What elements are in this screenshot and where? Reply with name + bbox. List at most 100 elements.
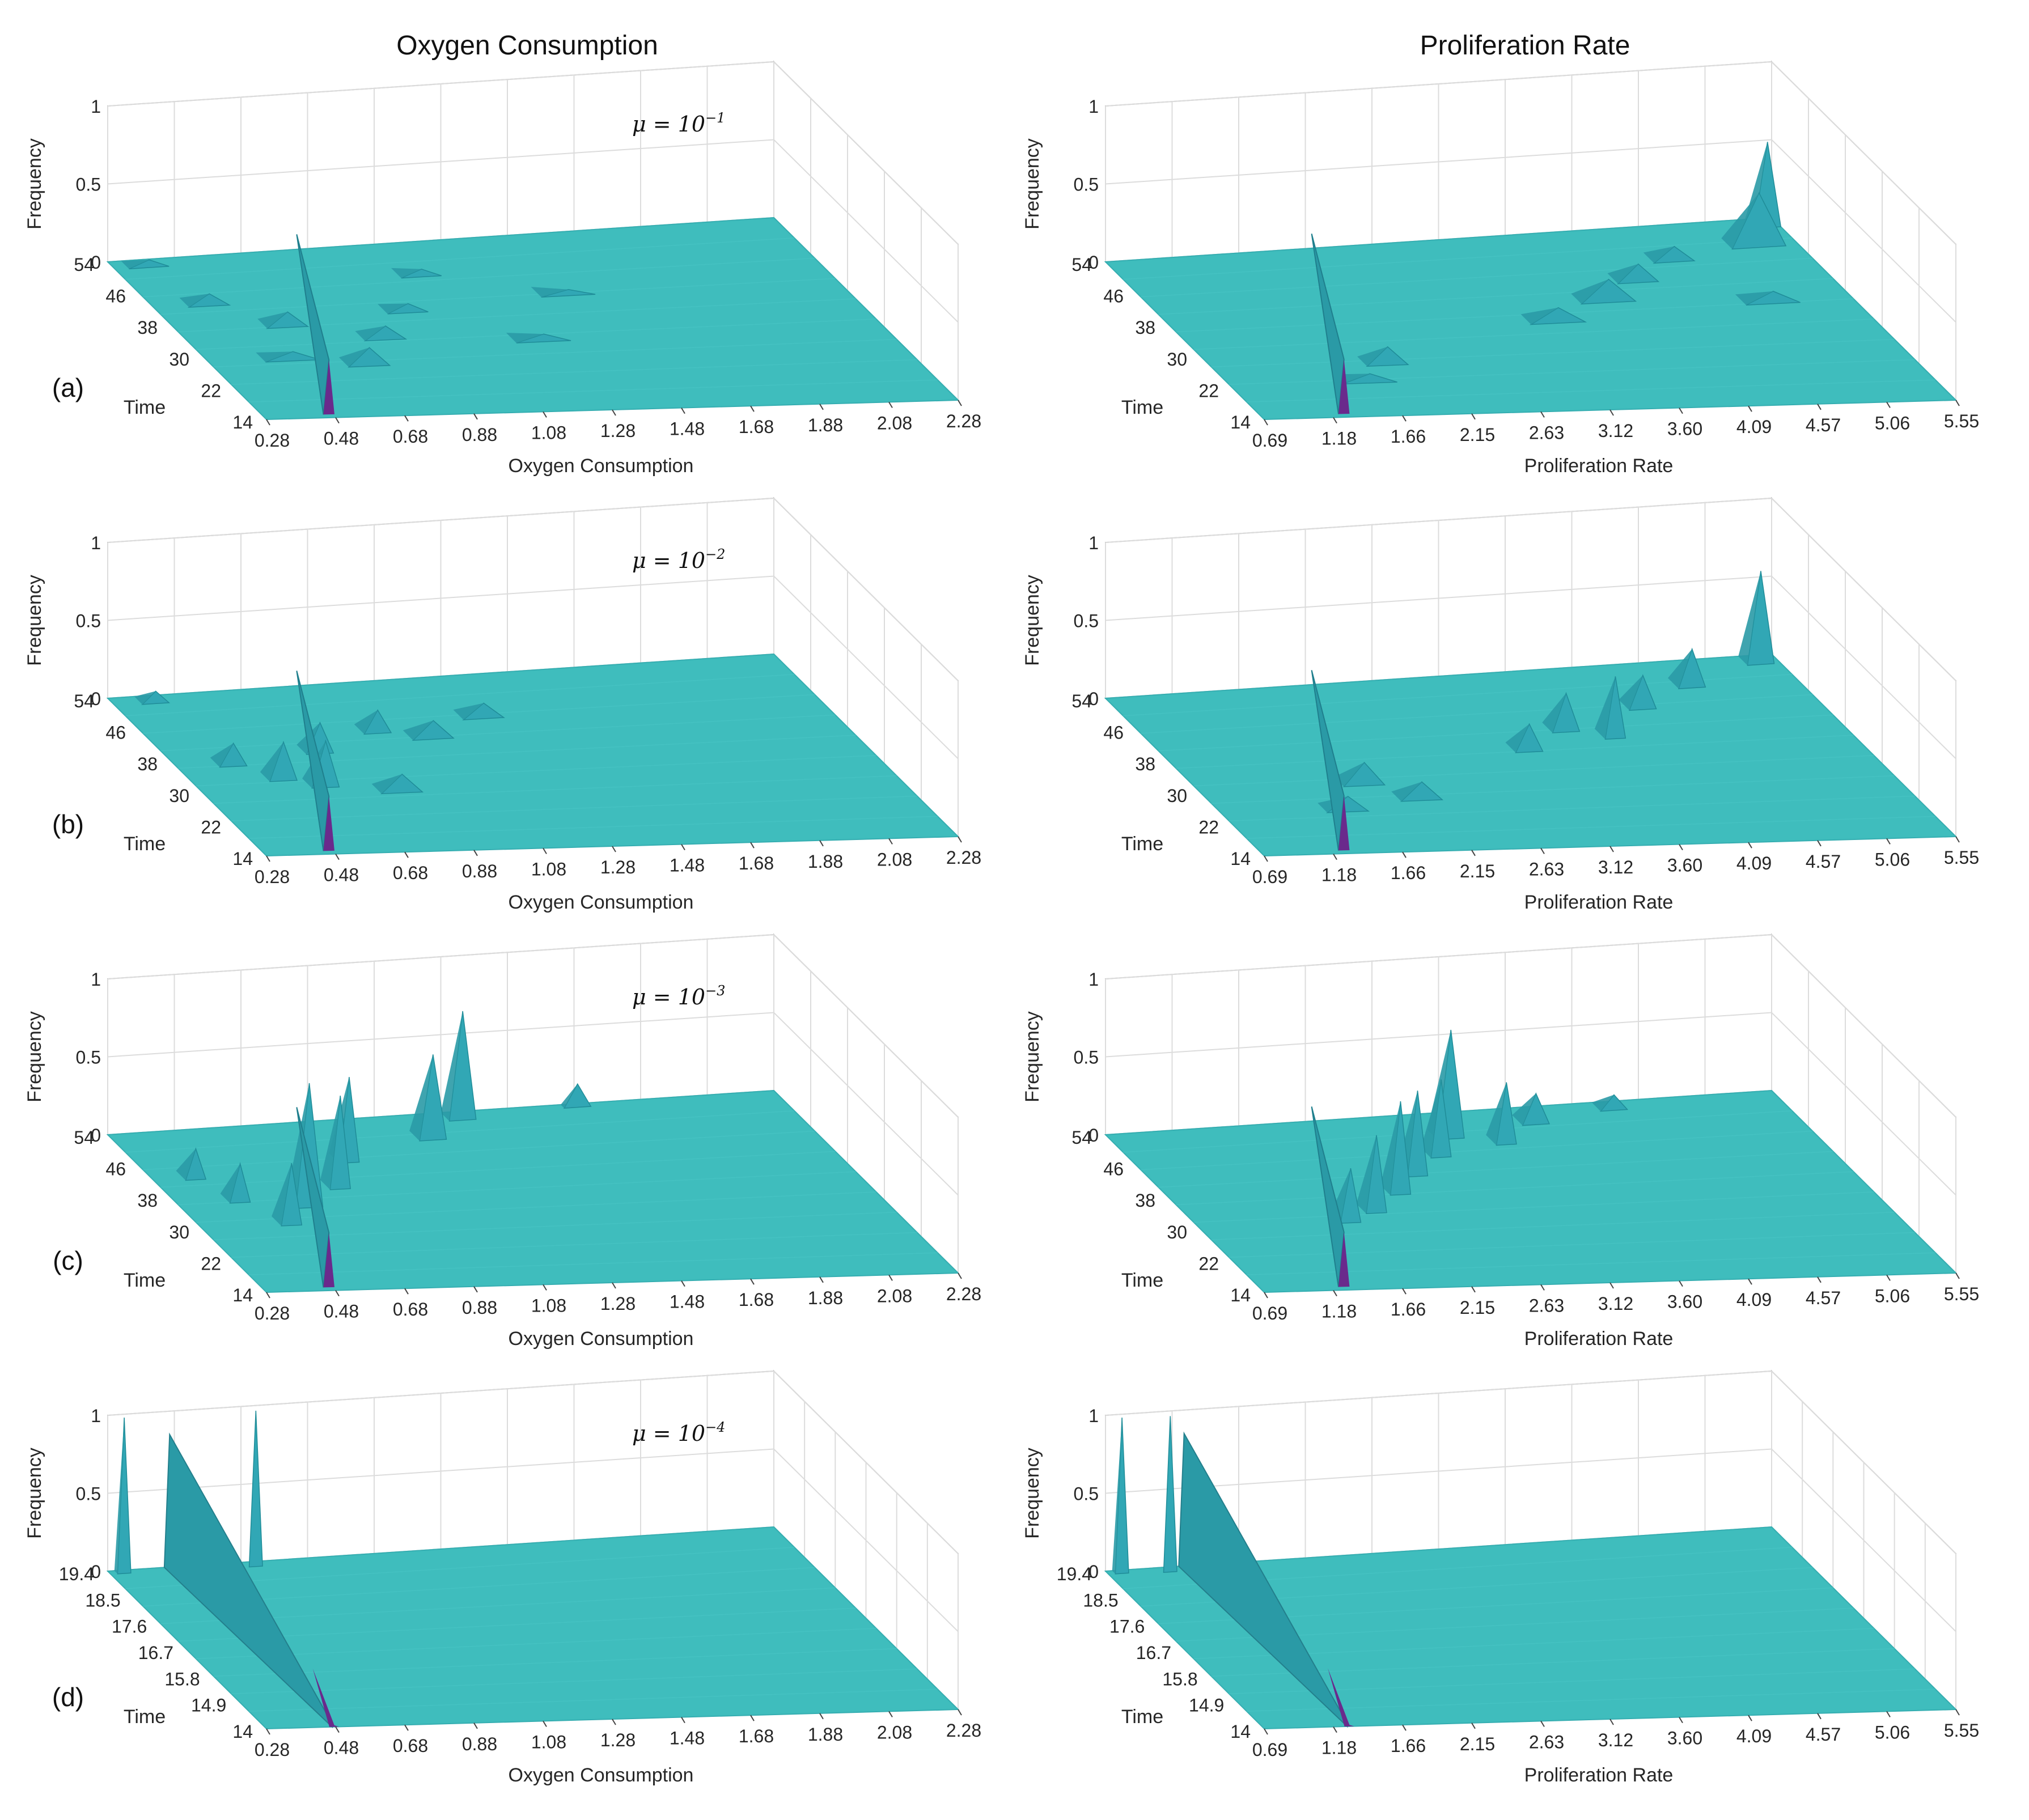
surface-peak [354, 710, 378, 735]
surface-peak [440, 1011, 463, 1121]
x-tick [335, 1290, 340, 1297]
surface-ridge [1158, 1151, 1833, 1188]
x-tick-label: 0.69 [1252, 430, 1287, 451]
surface-peak [1390, 1101, 1412, 1196]
x-tick-label: 3.60 [1667, 1292, 1702, 1312]
z-tick-label: 1 [91, 533, 101, 553]
surface-peak [1515, 723, 1544, 753]
surface-peak [1735, 291, 1773, 306]
surface-ridge [1123, 237, 1793, 280]
x-tick [1886, 838, 1891, 845]
x-tick [543, 847, 547, 854]
x-tick-label: 1.68 [739, 1726, 774, 1746]
z-tick-label: 1 [1088, 533, 1099, 553]
x-tick [1609, 1719, 1614, 1725]
y-tick-label: 38 [1135, 317, 1155, 338]
x-tick [681, 1717, 685, 1724]
y-tick-label: 54 [74, 1127, 94, 1148]
surface-peak [1505, 724, 1530, 753]
y-axis-label: Time [1121, 397, 1163, 418]
z-tick-label: 1 [1088, 969, 1099, 990]
mu-base: μ = 10 [632, 112, 705, 137]
surface-peak [1678, 647, 1706, 689]
surface-ridge [1229, 1668, 1915, 1694]
surface-peak [1334, 762, 1365, 787]
surface-ridge [1193, 319, 1874, 350]
surface-ridge [1158, 714, 1833, 752]
x-tick [404, 851, 409, 858]
y-tick-label: 14.9 [191, 1695, 226, 1716]
y-tick-label: 22 [1198, 1253, 1219, 1274]
surface-peak [409, 1054, 433, 1141]
x-tick [1609, 846, 1614, 852]
surface-peak [272, 1163, 292, 1226]
x-tick-label: 1.88 [808, 415, 843, 435]
y-tick-label: 38 [1135, 1190, 1155, 1211]
y-tick-label: 14 [1230, 849, 1251, 869]
initial-spike-face [1338, 1232, 1350, 1287]
grid-line [1105, 1012, 1956, 1196]
surface-peak [1342, 373, 1397, 385]
x-tick-label: 0.88 [462, 1297, 497, 1318]
z-tick-label: 0.5 [76, 175, 101, 195]
axis-ticks: 0.28 0.48 0.68 0.88 1.08 1.28 1.48 1.68 1.88 2.08… [59, 1406, 981, 1760]
surface-peak [134, 691, 156, 705]
x-tick [1817, 1276, 1822, 1283]
x-tick [335, 417, 340, 424]
y-tick-label: 18.5 [85, 1590, 120, 1610]
initial-spike-back [248, 1410, 263, 1568]
surface-ridge [1158, 278, 1833, 315]
x-tick-label: 0.28 [255, 867, 290, 887]
mu-annotation: μ = 10−4 [632, 1419, 725, 1446]
grid-line [107, 1012, 959, 1196]
x-tick-label: 1.88 [808, 1724, 843, 1745]
surface-peak [1591, 1094, 1614, 1111]
y-tick-label: 14 [232, 1721, 253, 1742]
x-tick-label: 2.28 [946, 847, 981, 868]
y-tick-label: 14 [1230, 412, 1251, 432]
x-tick-label: 1.68 [739, 417, 774, 437]
x-tick-label: 1.48 [670, 1292, 705, 1312]
x-tick [612, 409, 616, 416]
x-tick-label: 1.08 [531, 859, 566, 879]
surface-peak [1391, 782, 1422, 801]
axis-ticks: 0.69 1.18 1.66 2.15 2.63 3.12 3.60 4.09 4.57 5.06… [1057, 1406, 1979, 1760]
x-tick [819, 1713, 824, 1720]
x-tick-label: 2.15 [1460, 425, 1495, 445]
z-axis-label: Frequency [24, 1448, 45, 1539]
x-tick-label: 5.06 [1875, 1286, 1910, 1306]
surface-peak [1400, 781, 1444, 802]
x-tick [750, 1278, 755, 1285]
x-tick [1748, 1278, 1752, 1285]
x-tick-label: 1.28 [600, 421, 636, 441]
x-tick [888, 838, 893, 845]
y-axis-label: Time [124, 1270, 166, 1291]
y-tick-label: 14 [232, 412, 253, 432]
axis-ticks: 0.28 0.48 0.68 0.88 1.08 1.28 1.48 1.68 1.88 2.08… [74, 96, 981, 451]
z-axis-label: Frequency [1022, 575, 1043, 666]
x-tick [543, 411, 547, 418]
y-tick-label: 38 [137, 1190, 158, 1211]
surface-peak [176, 1148, 196, 1181]
y-tick-label: 46 [105, 723, 126, 743]
x-tick-label: 4.09 [1736, 1289, 1772, 1310]
x-tick-label: 2.15 [1460, 1297, 1495, 1318]
surface-peak [348, 347, 391, 368]
surface-peak [185, 1147, 207, 1181]
x-tick-label: 0.69 [1252, 1740, 1287, 1760]
panel-d-oxygen: 0.28 0.48 0.68 0.88 1.08 1.28 1.48 1.68 1.88 2.08… [24, 1369, 981, 1786]
y-tick-label: 19.4 [59, 1564, 94, 1584]
x-tick-label: 2.63 [1529, 1732, 1564, 1752]
initial-spike-face [1338, 359, 1350, 414]
x-tick [266, 1728, 270, 1735]
mu-exponent: −2 [705, 546, 725, 562]
x-tick [266, 419, 270, 426]
y-tick-label: 38 [137, 317, 158, 338]
surface-peak [387, 303, 429, 315]
panels-container: 0.28 0.48 0.68 0.88 1.08 1.28 1.48 1.68 1.88 2.08… [24, 60, 1979, 1786]
surface-ridge [125, 674, 795, 716]
surface-peak [1747, 571, 1775, 666]
x-tick [1540, 1284, 1545, 1291]
y-tick-label: 18.5 [1083, 1590, 1118, 1610]
grid-line [107, 139, 959, 323]
